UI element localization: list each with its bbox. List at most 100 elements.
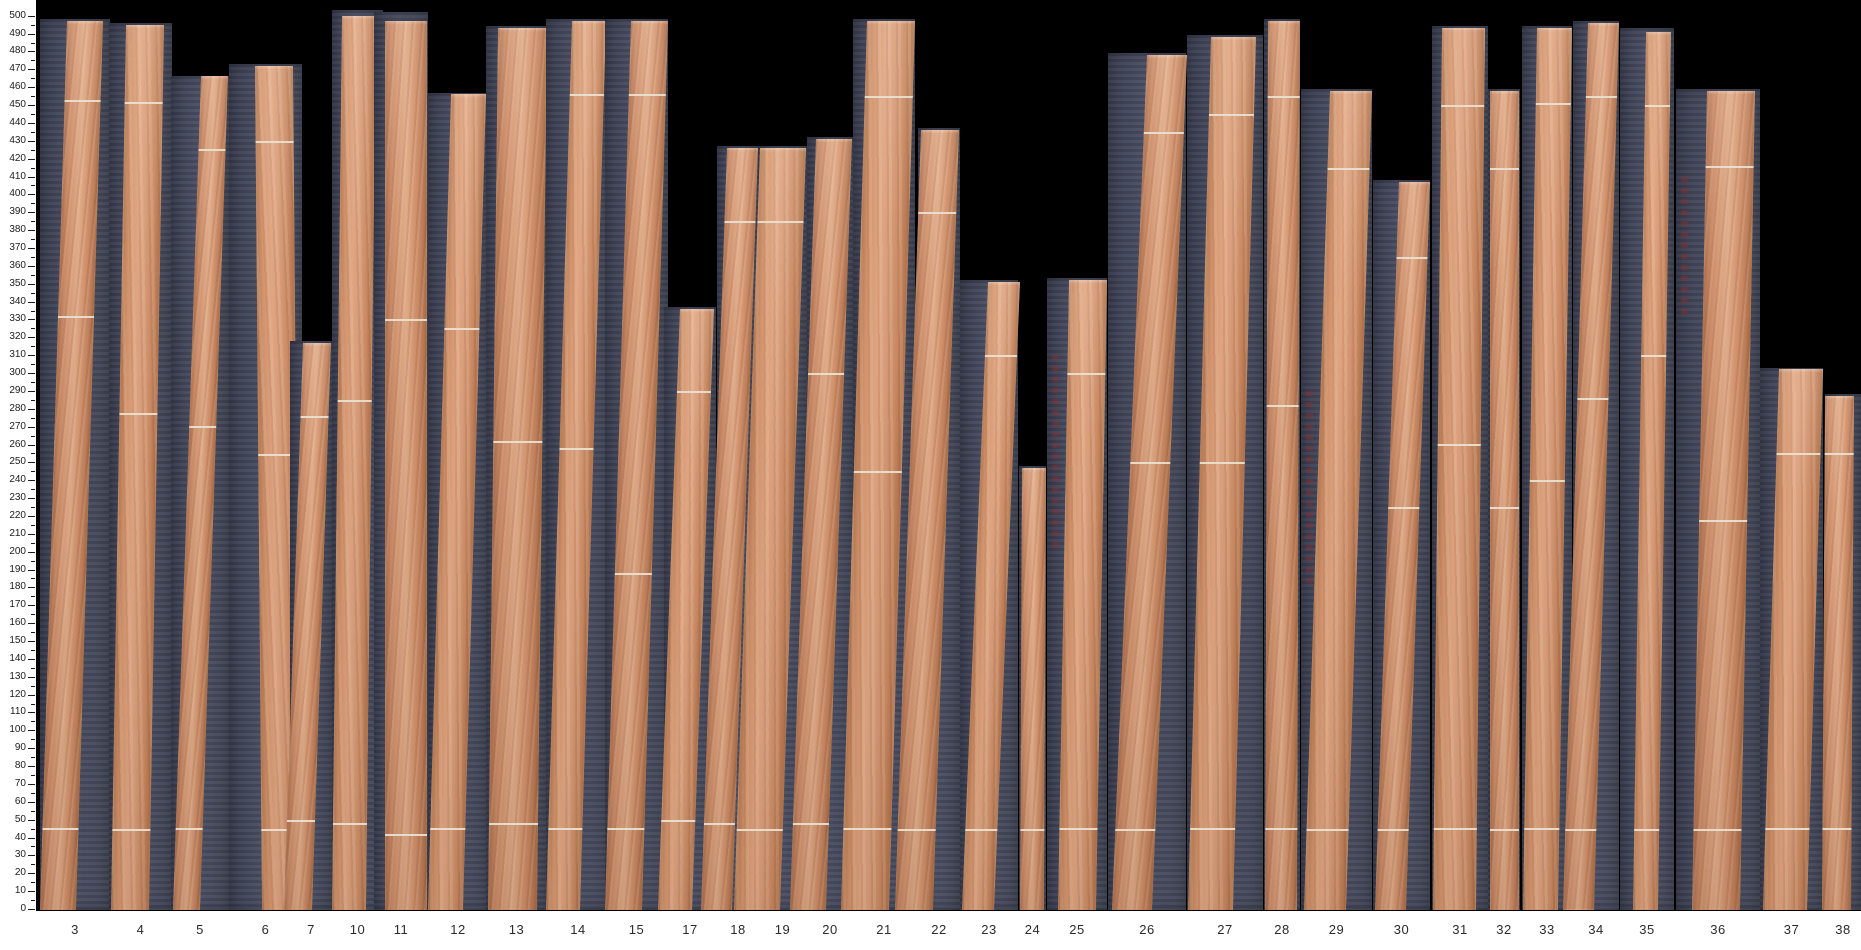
y-tick-major xyxy=(28,891,35,893)
y-tick-minor xyxy=(31,828,35,830)
core-splice-line xyxy=(1206,114,1256,116)
core-splice-line xyxy=(255,140,296,143)
y-tick-major xyxy=(28,15,35,17)
y-tick-major xyxy=(28,212,35,214)
y-tick-major xyxy=(28,355,35,357)
y-tick-major xyxy=(28,855,35,857)
core-splice-line xyxy=(1435,444,1483,447)
sample-number-label-21: 21 xyxy=(876,922,892,937)
y-tick-label: 460 xyxy=(9,81,26,93)
mount-handwriting-mark xyxy=(1681,176,1688,320)
y-tick-major xyxy=(28,194,35,196)
y-tick-label: 330 xyxy=(9,313,26,325)
y-tick-label: 410 xyxy=(9,170,26,182)
core-splice-line xyxy=(626,94,668,97)
core-splice-line xyxy=(841,828,894,831)
y-tick-major xyxy=(28,748,35,750)
y-tick-major xyxy=(28,533,35,535)
y-tick-label: 350 xyxy=(9,277,26,289)
y-tick-minor xyxy=(31,149,35,151)
core-splice-line xyxy=(1490,828,1519,831)
core-splice-line xyxy=(1774,453,1823,456)
core-splice-line xyxy=(982,355,1019,358)
core-splice-line xyxy=(1304,828,1351,831)
y-tick-label: 70 xyxy=(14,777,26,789)
core-splice-line xyxy=(1575,398,1611,401)
core-splice-line xyxy=(62,99,103,102)
y-tick-label: 450 xyxy=(9,99,26,111)
core-splice-line xyxy=(187,426,219,429)
y-tick-major xyxy=(28,122,35,124)
y-tick-minor xyxy=(31,131,35,133)
core-splice-line xyxy=(1325,167,1372,170)
core-splice-line xyxy=(111,828,153,831)
core-splice-line xyxy=(1433,828,1479,831)
core-splice-line xyxy=(1375,828,1411,831)
y-tick-major xyxy=(28,265,35,267)
core-splice-line xyxy=(1583,96,1619,99)
y-tick-major xyxy=(28,444,35,446)
y-tick-label: 250 xyxy=(9,456,26,468)
y-tick-major xyxy=(28,337,35,339)
sample-number-label-29: 29 xyxy=(1328,922,1345,937)
sample-number-label-32: 32 xyxy=(1496,922,1512,937)
sample-number-label-33: 33 xyxy=(1539,922,1555,937)
core-splice-line xyxy=(196,149,228,152)
sample-number-label-13: 13 xyxy=(508,922,525,937)
wood-core-31 xyxy=(1433,28,1486,910)
y-tick-label: 30 xyxy=(14,849,26,861)
sample-number-label-28: 28 xyxy=(1274,922,1290,937)
sample-number-label-34: 34 xyxy=(1588,922,1604,937)
y-axis: 0 10 20 30 40 50 60 70 80 90 100 110 120 130 140 150 160… xyxy=(0,0,36,950)
sample-number-label-25: 25 xyxy=(1069,922,1085,937)
sample-number-label-22: 22 xyxy=(931,922,947,937)
core-splice-line xyxy=(488,823,540,826)
y-tick-label: 40 xyxy=(14,831,26,843)
y-tick-major xyxy=(28,551,35,553)
y-tick-minor xyxy=(31,453,35,455)
y-tick-minor xyxy=(31,864,35,866)
y-tick-label: 10 xyxy=(14,885,26,897)
y-tick-minor xyxy=(31,78,35,80)
core-splice-line xyxy=(1703,165,1755,168)
wood-core-11 xyxy=(385,21,427,910)
y-tick-major xyxy=(28,515,35,517)
core-splice-line xyxy=(862,96,915,99)
y-tick-label: 120 xyxy=(9,688,26,700)
core-splice-line xyxy=(851,471,904,474)
y-tick-minor xyxy=(31,239,35,241)
core-splice-line xyxy=(1763,828,1812,831)
y-tick-major xyxy=(28,390,35,392)
y-tick-minor xyxy=(31,489,35,491)
sample-number-label-31: 31 xyxy=(1452,922,1468,937)
sample-number-label-12: 12 xyxy=(450,922,466,937)
core-splice-line xyxy=(674,390,713,393)
y-tick-major xyxy=(28,33,35,35)
y-tick-minor xyxy=(31,381,35,383)
y-tick-minor xyxy=(31,114,35,115)
y-tick-label: 430 xyxy=(9,134,26,146)
core-splice-line xyxy=(701,823,737,826)
core-splice-line xyxy=(963,828,1000,831)
y-tick-major xyxy=(28,712,35,714)
core-splice-line xyxy=(1265,405,1300,408)
y-tick-minor xyxy=(31,310,35,312)
y-tick-major xyxy=(28,658,35,660)
core-splice-line xyxy=(1065,373,1108,376)
y-tick-minor xyxy=(31,703,35,705)
y-tick-major xyxy=(28,283,35,285)
sample-number-label-37: 37 xyxy=(1783,922,1800,937)
y-tick-major xyxy=(28,140,35,142)
core-splice-line xyxy=(1265,828,1300,831)
y-tick-minor xyxy=(31,524,35,526)
core-splice-line xyxy=(1697,519,1750,522)
y-tick-label: 500 xyxy=(9,9,26,21)
y-tick-label: 480 xyxy=(9,45,26,57)
core-splice-line xyxy=(442,328,482,331)
y-tick-minor xyxy=(31,792,35,794)
y-tick-major xyxy=(28,909,35,910)
y-tick-minor xyxy=(31,274,35,276)
core-splice-line xyxy=(1128,462,1173,465)
y-tick-minor xyxy=(31,882,35,884)
y-tick-label: 0 xyxy=(20,903,26,914)
